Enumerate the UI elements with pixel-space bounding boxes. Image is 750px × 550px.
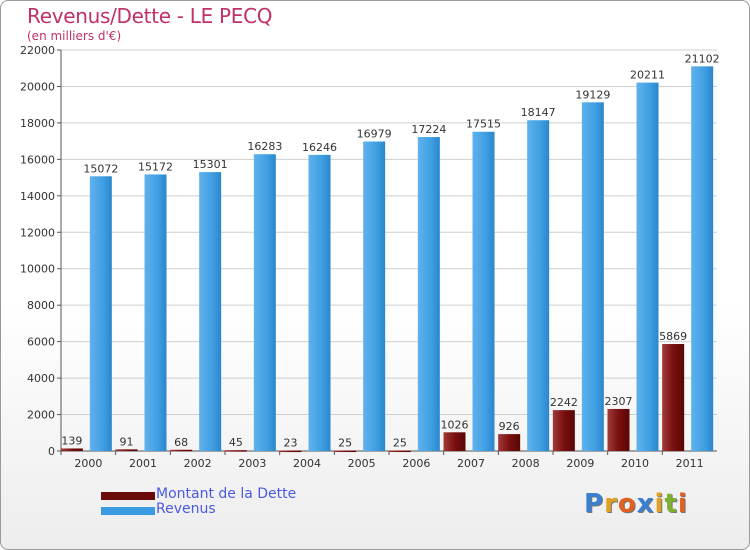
y-tick-label: 4000: [27, 372, 55, 385]
data-label-revenus: 15301: [193, 158, 228, 171]
data-label-dette: 25: [393, 437, 407, 450]
y-tick-label: 16000: [20, 153, 55, 166]
legend-swatch-dette: [101, 492, 155, 500]
bar-dette: [170, 449, 193, 452]
bar-revenus: [417, 137, 440, 451]
data-label-dette: 5869: [659, 330, 687, 343]
x-tick-label: 2001: [129, 457, 157, 470]
data-label-dette: 45: [229, 436, 243, 449]
chart-title: Revenus/Dette - LE PECQ: [27, 4, 273, 28]
bar-revenus: [363, 141, 386, 451]
bar-dette: [662, 344, 685, 451]
bar-dette: [607, 408, 630, 451]
bar-dette: [334, 450, 357, 453]
legend-swatch-revenus: [101, 507, 155, 515]
bar-revenus: [89, 176, 112, 451]
logo-letter: i: [654, 489, 665, 519]
data-label-dette: 68: [174, 436, 188, 449]
data-label-revenus: 19129: [575, 88, 610, 101]
y-tick-label: 18000: [20, 117, 55, 130]
y-tick-label: 8000: [27, 299, 55, 312]
y-tick-label: 12000: [20, 226, 55, 239]
data-label-dette: 23: [284, 437, 298, 450]
y-tick-label: 10000: [20, 263, 55, 276]
data-label-dette: 926: [499, 420, 520, 433]
x-tick-label: 2000: [74, 457, 102, 470]
data-label-revenus: 15172: [138, 160, 173, 173]
logo-letter: i: [677, 489, 688, 519]
y-tick-label: 6000: [27, 336, 55, 349]
data-label-dette: 2242: [550, 396, 578, 409]
bar-revenus: [691, 66, 714, 451]
data-label-dette: 139: [61, 434, 82, 447]
bar-revenus: [144, 174, 167, 451]
bar-dette: [60, 448, 83, 451]
bar-revenus: [581, 102, 604, 451]
chart-subtitle: (en milliers d'€): [27, 29, 122, 43]
x-tick-label: 2010: [621, 457, 649, 470]
x-tick-label: 2011: [676, 457, 704, 470]
y-tick-label: 2000: [27, 409, 55, 422]
logo-letter: t: [664, 489, 678, 519]
legend-label-revenus: Revenus: [156, 501, 216, 517]
y-tick-label: 0: [48, 445, 55, 458]
data-label-dette: 2307: [605, 395, 633, 408]
proxiti-logo: Proxiti: [584, 489, 688, 519]
data-label-revenus: 17515: [466, 118, 501, 131]
bar-revenus: [253, 154, 276, 451]
bar-revenus: [527, 120, 550, 452]
data-label-revenus: 16979: [357, 128, 392, 141]
data-label-revenus: 16246: [302, 141, 337, 154]
bar-dette: [279, 450, 302, 453]
bar-revenus: [308, 154, 331, 451]
data-label-revenus: 17224: [411, 123, 446, 136]
x-tick-label: 2006: [402, 457, 430, 470]
data-label-dette: 1026: [441, 418, 469, 431]
bar-revenus: [199, 172, 222, 452]
bar-dette: [388, 450, 411, 453]
data-label-revenus: 16283: [247, 140, 282, 153]
logo-letter: P: [584, 489, 605, 519]
data-label-revenus: 21102: [685, 52, 720, 65]
bar-dette: [115, 449, 138, 451]
logo-letter: x: [636, 489, 655, 519]
legend-label-dette: Montant de la Dette: [156, 486, 297, 502]
bar-dette: [224, 450, 247, 452]
bar-dette: [498, 434, 521, 451]
x-tick-label: 2007: [457, 457, 485, 470]
data-label-dette: 25: [338, 437, 352, 450]
data-label-dette: 91: [120, 435, 134, 448]
x-tick-label: 2009: [566, 457, 594, 470]
x-tick-label: 2002: [184, 457, 212, 470]
bar-revenus: [636, 82, 659, 452]
bar-dette: [443, 432, 466, 451]
y-tick-label: 20000: [20, 80, 55, 93]
x-tick-label: 2003: [238, 457, 266, 470]
x-tick-label: 2008: [512, 457, 540, 470]
logo-letter: o: [617, 489, 637, 519]
y-tick-label: 22000: [20, 44, 55, 57]
data-label-revenus: 18147: [521, 106, 556, 119]
logo-letter: r: [604, 489, 618, 519]
y-tick-label: 14000: [20, 190, 55, 203]
data-label-revenus: 15072: [83, 162, 118, 175]
data-label-revenus: 20211: [630, 69, 665, 82]
x-tick-label: 2005: [348, 457, 376, 470]
x-tick-label: 2004: [293, 457, 321, 470]
bar-revenus: [472, 131, 495, 451]
bar-dette: [552, 410, 575, 451]
